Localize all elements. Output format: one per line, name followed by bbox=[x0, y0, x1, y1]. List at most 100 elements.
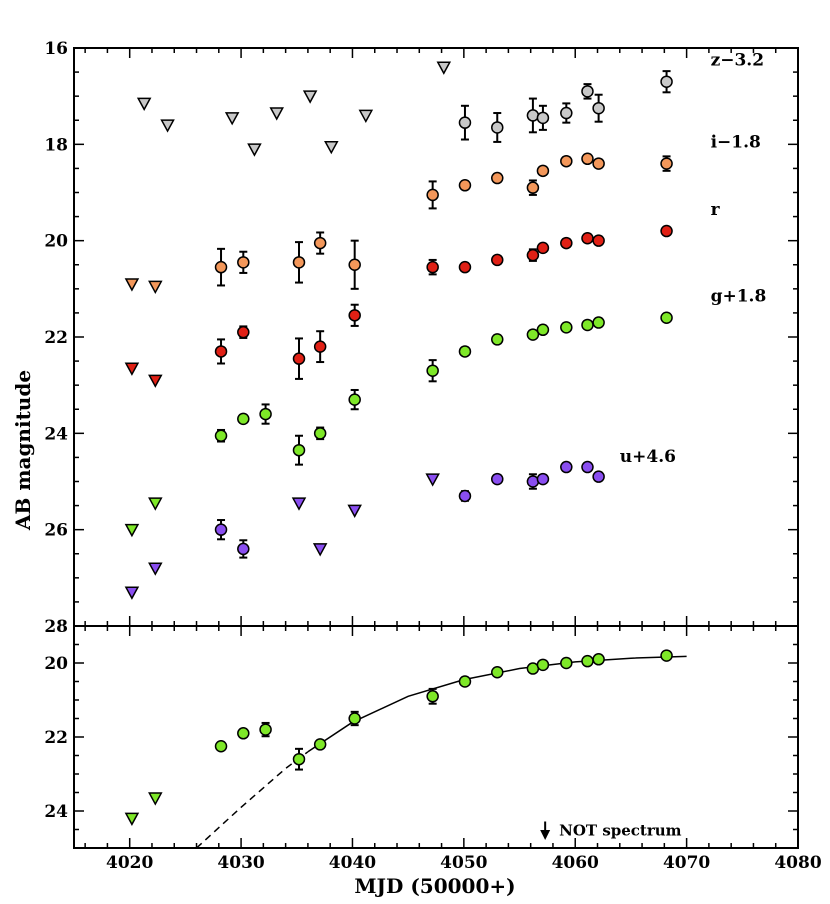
data-point-z-3-2 bbox=[491, 121, 504, 134]
data-point-r bbox=[581, 232, 594, 245]
y-tick-label: 22 bbox=[44, 328, 68, 348]
data-point-r bbox=[292, 352, 306, 365]
plot-frame bbox=[73, 47, 799, 627]
data-point-i-1-8 bbox=[313, 236, 327, 250]
y-tick-label: 24 bbox=[44, 802, 68, 822]
upper-limit-marker-z-3-2 bbox=[302, 90, 318, 104]
legend-label-g-1-8: g+1.8 bbox=[711, 287, 767, 307]
data-point-i-1-8 bbox=[536, 164, 550, 178]
data-point-i-1-8 bbox=[237, 256, 250, 269]
data-point-i-1-8 bbox=[214, 260, 228, 274]
data-point-g-1-8 bbox=[237, 412, 250, 426]
upper-limit-marker-i-1-8 bbox=[124, 278, 140, 292]
upper-limit-marker-u-4-6 bbox=[312, 543, 328, 557]
data-point-z-3-2 bbox=[458, 116, 472, 129]
data-point-r bbox=[491, 253, 504, 267]
x-tick-label: 4020 bbox=[106, 853, 153, 873]
y-axis-title: AB magnitude bbox=[11, 370, 35, 531]
data-point-i-1-8 bbox=[491, 171, 504, 185]
upper-limit-marker-u-4-6 bbox=[148, 562, 163, 576]
spectrum-arrow-head bbox=[540, 830, 551, 840]
data-point-u-4-6 bbox=[237, 542, 250, 556]
data-point-g-1-8 bbox=[560, 321, 573, 334]
data-point-g-1-8 bbox=[348, 393, 361, 406]
data-point-r bbox=[214, 345, 228, 358]
data-point-u-4-6 bbox=[491, 472, 504, 486]
data-point-u-4-6 bbox=[560, 460, 573, 474]
data-point-u-4-6 bbox=[581, 460, 594, 474]
upper-limit-marker-r bbox=[124, 362, 140, 376]
upper-limit-marker-z-3-2 bbox=[160, 119, 175, 133]
upper-limit-marker-g-band bbox=[148, 792, 163, 806]
data-point-i-1-8 bbox=[426, 188, 439, 202]
data-point-r bbox=[237, 325, 250, 339]
fit-curve-dashed bbox=[196, 751, 309, 849]
data-point-z-3-2 bbox=[526, 109, 540, 122]
data-point-g-band bbox=[560, 656, 573, 670]
data-point-g-1-8 bbox=[491, 333, 504, 346]
x-tick-label: 4050 bbox=[440, 853, 487, 873]
y-tick-label: 24 bbox=[44, 424, 68, 444]
y-tick-label: 20 bbox=[44, 232, 68, 252]
data-point-g-band bbox=[214, 740, 228, 753]
legend-marker-g-1-8 bbox=[660, 311, 673, 324]
data-point-g-1-8 bbox=[214, 429, 228, 442]
data-point-g-1-8 bbox=[536, 323, 550, 337]
x-tick-label: 4070 bbox=[663, 853, 710, 873]
data-point-g-band bbox=[660, 649, 673, 662]
top-panel: 16 18 20 22 24 26 28 z−3.2 i−1.8 r g+1.8 u+4.6 bbox=[44, 39, 799, 637]
data-point-g-band bbox=[581, 654, 594, 668]
data-point-g-band bbox=[313, 738, 327, 751]
upper-limit-marker-u-4-6 bbox=[291, 497, 307, 511]
upper-limit-marker-z-3-2 bbox=[136, 97, 152, 111]
data-point-z-3-2 bbox=[560, 106, 573, 120]
data-point-r bbox=[560, 236, 573, 250]
upper-limit-marker-z-3-2 bbox=[224, 112, 240, 126]
data-point-g-band bbox=[259, 723, 272, 736]
upper-limit-marker-z-3-2 bbox=[269, 107, 284, 121]
x-tick-label: 4060 bbox=[552, 853, 599, 873]
data-point-g-band bbox=[536, 658, 550, 672]
data-point-g-1-8 bbox=[313, 427, 327, 440]
legend-label-z-3-2: z−3.2 bbox=[711, 51, 764, 71]
data-point-r bbox=[526, 248, 540, 262]
x-axis-title: MJD (50000+) bbox=[354, 874, 515, 898]
x-tick-label: 4030 bbox=[217, 853, 264, 873]
y-tick-label: 18 bbox=[44, 135, 68, 155]
data-point-i-1-8 bbox=[581, 152, 594, 166]
data-point-z-3-2 bbox=[536, 111, 550, 125]
data-point-g-band bbox=[426, 690, 439, 703]
data-point-g-band bbox=[237, 727, 250, 740]
legend-marker-r bbox=[660, 224, 673, 238]
upper-limit-marker-z-3-2 bbox=[358, 109, 374, 123]
data-point-i-1-8 bbox=[560, 154, 573, 168]
upper-limit-marker-z-3-2 bbox=[436, 61, 452, 75]
data-point-g-band bbox=[491, 666, 504, 679]
upper-limit-marker-g-1-8 bbox=[148, 497, 163, 511]
data-point-i-1-8 bbox=[458, 179, 472, 192]
spectrum-annotation: NOT spectrum bbox=[559, 822, 682, 840]
upper-limit-marker-u-4-6 bbox=[425, 473, 440, 487]
legend-label-u-4-6: u+4.6 bbox=[620, 447, 676, 467]
data-point-i-1-8 bbox=[592, 157, 605, 170]
y-tick-label: 28 bbox=[44, 617, 68, 637]
upper-limit-marker-z-3-2 bbox=[324, 140, 339, 155]
data-point-g-1-8 bbox=[458, 345, 472, 358]
legend-marker-z-3-2 bbox=[660, 75, 673, 88]
data-point-g-1-8 bbox=[292, 443, 306, 457]
data-point-g-1-8 bbox=[592, 316, 605, 329]
data-point-u-4-6 bbox=[536, 472, 550, 486]
upper-limit-marker-r bbox=[148, 374, 163, 388]
data-point-r bbox=[592, 234, 605, 247]
data-point-r bbox=[313, 340, 327, 353]
data-point-g-band bbox=[592, 653, 605, 666]
data-point-r bbox=[458, 260, 472, 274]
legend-label-i-1-8: i−1.8 bbox=[711, 133, 761, 153]
data-point-i-1-8 bbox=[348, 258, 361, 271]
data-point-g-band bbox=[348, 712, 361, 725]
data-point-g-1-8 bbox=[581, 318, 594, 332]
x-tick-label: 4080 bbox=[774, 853, 821, 873]
data-point-u-4-6 bbox=[526, 475, 540, 488]
legend-label-r: r bbox=[711, 200, 721, 220]
data-point-i-1-8 bbox=[292, 256, 306, 269]
